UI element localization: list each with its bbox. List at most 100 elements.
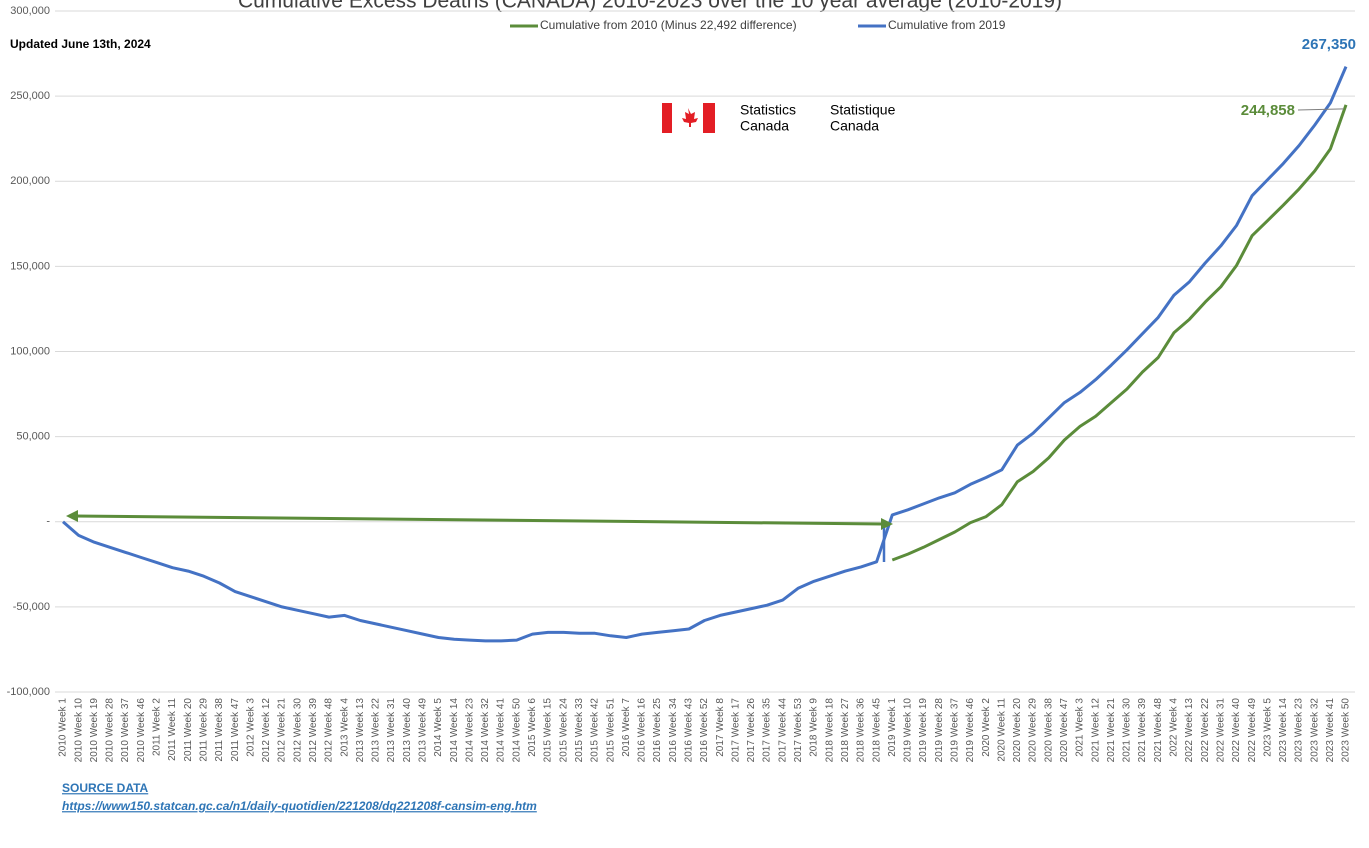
x-tick-label: 2015 Week 6 [527, 698, 538, 757]
x-tick-label: 2010 Week 46 [136, 698, 147, 763]
x-tick-label: 2012 Week 30 [292, 698, 303, 763]
x-tick-label: 2017 Week 17 [730, 698, 741, 763]
x-tick-label: 2013 Week 22 [371, 698, 382, 763]
flag-bar [662, 103, 672, 133]
y-tick-label: 100,000 [10, 345, 50, 357]
x-tick-label: 2012 Week 3 [245, 698, 256, 757]
x-tick-label: 2014 Week 32 [480, 698, 491, 763]
logo-text: Statistics [740, 102, 796, 118]
x-tick-label: 2016 Week 52 [699, 698, 710, 763]
y-tick-label: 200,000 [10, 175, 50, 187]
x-tick-label: 2014 Week 23 [464, 698, 475, 763]
logo-text: Canada [740, 118, 789, 134]
legend-label: Cumulative from 2019 [888, 18, 1006, 32]
x-tick-label: 2016 Week 25 [652, 698, 663, 763]
x-tick-label: 2012 Week 21 [277, 698, 288, 763]
x-tick-label: 2023 Week 23 [1294, 698, 1305, 763]
x-tick-label: 2023 Week 32 [1309, 698, 1320, 763]
x-tick-label: 2010 Week 19 [89, 698, 100, 763]
x-tick-label: 2018 Week 18 [824, 698, 835, 763]
x-tick-label: 2021 Week 39 [1137, 698, 1148, 763]
x-tick-label: 2019 Week 46 [965, 698, 976, 763]
x-tick-label: 2016 Week 34 [668, 698, 679, 763]
y-tick-label: 150,000 [10, 260, 50, 272]
x-tick-label: 2011 Week 2 [152, 698, 163, 756]
plot-area: -100,000-50,000-50,000100,000150,000200,… [7, 5, 1355, 762]
x-tick-label: 2020 Week 11 [996, 698, 1007, 762]
x-tick-label: 2010 Week 28 [105, 698, 116, 763]
x-tick-label: 2018 Week 45 [871, 698, 882, 763]
y-tick-label: -50,000 [13, 601, 50, 613]
x-tick-label: 2013 Week 13 [355, 698, 366, 763]
x-tick-label: 2021 Week 21 [1106, 698, 1117, 763]
y-tick-label: -100,000 [7, 686, 50, 698]
x-tick-label: 2021 Week 12 [1090, 698, 1101, 763]
x-tick-label: 2012 Week 48 [324, 698, 335, 763]
x-tick-label: 2017 Week 44 [777, 698, 788, 763]
logo-text: Statistique [830, 102, 896, 118]
y-tick-label: 300,000 [10, 5, 50, 17]
annotation-arrows [66, 510, 893, 562]
x-tick-label: 2022 Week 13 [1184, 698, 1195, 763]
x-tick-label: 2013 Week 49 [418, 698, 429, 763]
x-tick-label: 2011 Week 47 [230, 698, 241, 762]
x-tick-label: 2016 Week 43 [683, 698, 694, 763]
x-tick-label: 2021 Week 3 [1075, 698, 1086, 757]
x-tick-label: 2013 Week 40 [402, 698, 413, 763]
x-tick-label: 2010 Week 1 [58, 698, 69, 757]
x-tick-label: 2019 Week 19 [918, 698, 929, 763]
x-tick-label: 2020 Week 38 [1043, 698, 1054, 763]
end-label: 267,350 [1302, 36, 1356, 53]
x-tick-label: 2016 Week 16 [637, 698, 648, 763]
x-tick-label: 2022 Week 4 [1169, 698, 1180, 757]
series-line [892, 105, 1346, 560]
x-tick-label: 2020 Week 2 [981, 698, 992, 757]
x-tick-label: 2012 Week 39 [308, 698, 319, 763]
x-tick-label: 2014 Week 41 [496, 698, 507, 763]
x-tick-label: 2021 Week 48 [1153, 698, 1164, 763]
x-tick-label: 2020 Week 29 [1028, 698, 1039, 763]
legend-label: Cumulative from 2010 (Minus 22,492 diffe… [540, 18, 797, 32]
source-link[interactable]: https://www150.statcan.gc.ca/n1/daily-qu… [62, 799, 537, 813]
x-tick-label: 2023 Week 5 [1262, 698, 1273, 757]
end-label: 244,858 [1241, 102, 1295, 119]
x-tick-label: 2014 Week 50 [511, 698, 522, 763]
x-tick-label: 2011 Week 38 [214, 698, 225, 762]
x-tick-label: 2017 Week 35 [762, 698, 773, 763]
x-tick-label: 2018 Week 9 [809, 698, 820, 757]
x-tick-label: 2023 Week 50 [1341, 698, 1352, 763]
updated-note: Updated June 13th, 2024 [10, 37, 151, 51]
x-tick-label: 2019 Week 10 [903, 698, 914, 763]
x-tick-label: 2022 Week 40 [1231, 698, 1242, 763]
x-tick-label: 2015 Week 51 [605, 698, 616, 763]
x-tick-label: 2015 Week 24 [558, 698, 569, 763]
x-tick-label: 2021 Week 30 [1122, 698, 1133, 763]
y-tick-label: - [46, 516, 50, 528]
x-tick-label: 2020 Week 47 [1059, 698, 1070, 763]
x-tick-label: 2014 Week 5 [433, 698, 444, 757]
source-title: SOURCE DATA [62, 781, 149, 795]
x-tick-label: 2017 Week 26 [746, 698, 757, 763]
x-tick-label: 2018 Week 36 [856, 698, 867, 763]
x-tick-label: 2014 Week 14 [449, 698, 460, 763]
x-tick-label: 2019 Week 1 [887, 698, 898, 757]
statcan-logo: Statistics Canada Statistique Canada [662, 102, 896, 134]
x-tick-label: 2022 Week 49 [1247, 698, 1258, 763]
x-tick-label: 2019 Week 37 [949, 698, 960, 763]
x-tick-label: 2019 Week 28 [934, 698, 945, 763]
x-tick-label: 2011 Week 20 [183, 698, 194, 762]
x-tick-label: 2020 Week 20 [1012, 698, 1023, 763]
arrow-line [74, 516, 883, 524]
x-tick-label: 2017 Week 53 [793, 698, 804, 763]
y-tick-label: 50,000 [16, 431, 50, 443]
x-tick-label: 2015 Week 42 [590, 698, 601, 763]
x-tick-label: 2022 Week 22 [1200, 698, 1211, 763]
maple-leaf [682, 108, 698, 127]
x-tick-label: 2015 Week 15 [543, 698, 554, 763]
x-tick-label: 2011 Week 29 [198, 698, 209, 762]
x-tick-label: 2022 Week 31 [1215, 698, 1226, 763]
x-tick-label: 2023 Week 41 [1325, 698, 1336, 763]
x-tick-label: 2010 Week 10 [73, 698, 84, 763]
x-tick-label: 2013 Week 4 [339, 698, 350, 757]
logo-text: Canada [830, 118, 879, 134]
